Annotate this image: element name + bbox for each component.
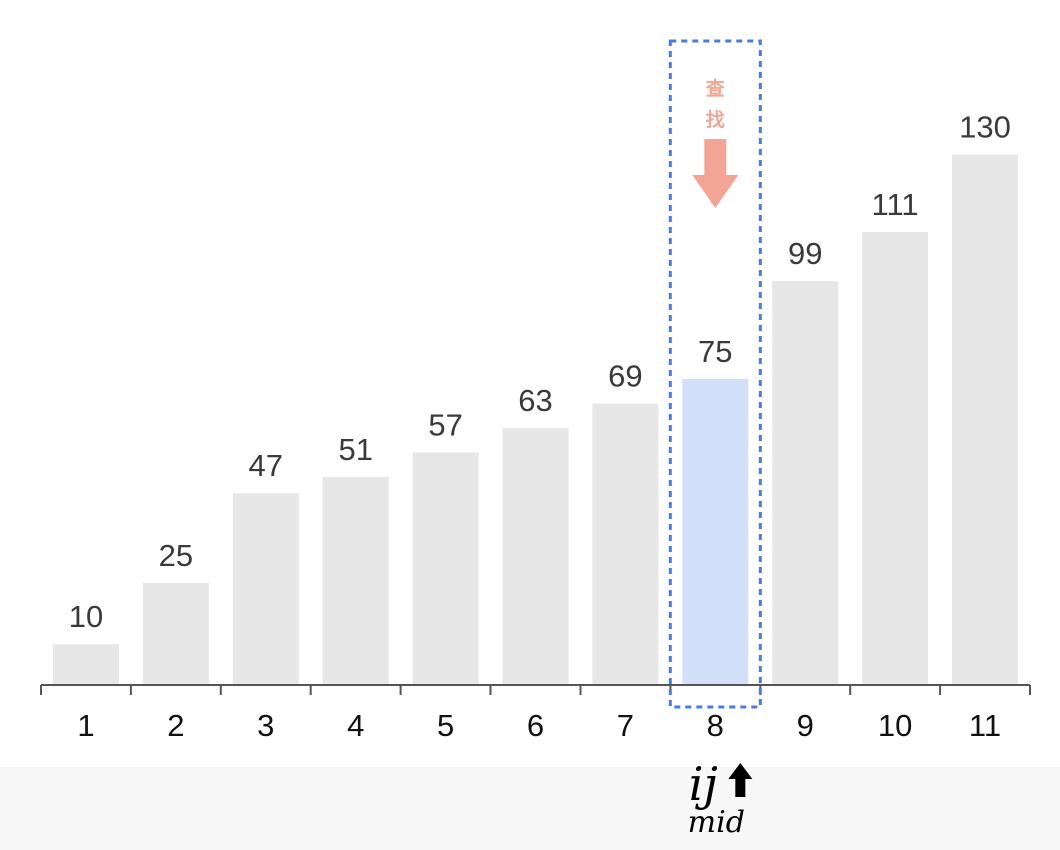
down-arrow-icon — [692, 139, 739, 208]
pointer-indicator: ij mid — [688, 757, 753, 840]
x-tick-label-9: 9 — [797, 708, 814, 743]
bar-5 — [412, 452, 479, 685]
up-arrow-icon — [728, 763, 753, 797]
x-tick-label-11: 11 — [969, 708, 1001, 743]
bar-value-label-5: 57 — [428, 407, 462, 442]
bar-10 — [862, 232, 929, 685]
search-indicator: 查 找 — [668, 39, 762, 709]
bar-value-label-7: 69 — [608, 359, 642, 394]
bar-7 — [592, 403, 659, 685]
bar-1 — [53, 644, 119, 685]
bar-6 — [502, 428, 569, 685]
bar-4 — [322, 476, 389, 685]
x-tick-label-4: 4 — [347, 708, 364, 743]
x-axis — [40, 684, 1031, 695]
bar-value-label-1: 10 — [69, 599, 103, 634]
search-window-box — [668, 39, 762, 709]
bar-2 — [142, 583, 209, 685]
x-tick-label-1: 1 — [77, 708, 94, 743]
x-tick-label-7: 7 — [617, 708, 634, 743]
x-tick-label-5: 5 — [437, 708, 454, 743]
search-label-char-2: 找 — [706, 109, 725, 131]
x-tick-label-3: 3 — [257, 708, 274, 743]
bar-value-label-4: 51 — [338, 432, 372, 467]
x-tick-label-8: 8 — [707, 708, 724, 743]
bar-value-label-3: 47 — [249, 448, 283, 483]
x-tick-label-10: 10 — [878, 708, 912, 743]
bar-9 — [772, 281, 839, 685]
bar-8 — [682, 379, 749, 685]
bars — [53, 154, 1018, 686]
search-label-char-1: 查 — [705, 77, 726, 100]
bar-value-label-10: 111 — [872, 187, 919, 222]
pointer-label-ij: ij — [689, 757, 718, 811]
bar-value-label-2: 25 — [159, 538, 193, 573]
x-tick-label-6: 6 — [527, 708, 544, 743]
bar-value-label-9: 99 — [788, 236, 822, 271]
pointer-band — [0, 767, 1060, 850]
bar-11 — [952, 154, 1018, 686]
x-tick-label-2: 2 — [167, 708, 184, 743]
bar-value-label-11: 130 — [959, 110, 1011, 145]
bar-value-label-6: 63 — [518, 383, 552, 418]
mid-label: mid — [688, 805, 745, 840]
bar-3 — [232, 493, 299, 685]
bar-value-label-8: 75 — [698, 334, 732, 369]
